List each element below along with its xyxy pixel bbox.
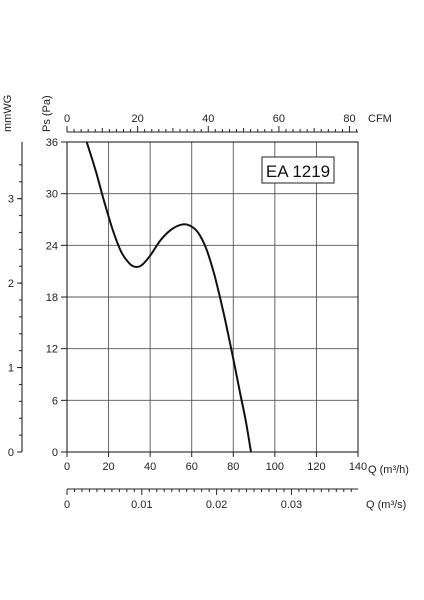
cfm-tick-label: 80 xyxy=(343,113,355,125)
cfm-tick-label: 0 xyxy=(64,113,70,125)
mmwg-axis-title: mmWG xyxy=(2,95,14,132)
pressure-tick-label: 24 xyxy=(46,240,58,252)
flow-m3h-tick-label: 60 xyxy=(186,461,198,473)
pressure-tick-label: 6 xyxy=(52,395,58,407)
fan-curve-line xyxy=(85,141,252,453)
mmwg-tick-label: 1 xyxy=(8,363,14,375)
flow-m3h-tick-label: 80 xyxy=(227,461,239,473)
model-label: EA 1219 xyxy=(266,162,330,181)
flow-m3h-axis-title: Q (m³/h) xyxy=(368,464,409,476)
flow-m3s-tick-label: 0 xyxy=(64,499,70,511)
cfm-tick-label: 60 xyxy=(273,113,285,125)
model-label-box xyxy=(261,156,335,184)
mmwg-tick-label: 0 xyxy=(8,447,14,459)
mmwg-tick-label: 2 xyxy=(8,278,14,290)
flow-m3h-tick-label: 100 xyxy=(266,461,284,473)
cfm-axis-title: CFM xyxy=(368,113,392,125)
flow-m3h-tick-label: 120 xyxy=(307,461,325,473)
flow-m3h-tick-label: 20 xyxy=(102,461,114,473)
pressure-tick-label: 18 xyxy=(46,292,58,304)
pressure-tick-label: 12 xyxy=(46,344,58,356)
pressure-tick-label: 36 xyxy=(46,137,58,149)
cfm-tick-label: 20 xyxy=(132,113,144,125)
flow-m3h-tick-label: 40 xyxy=(144,461,156,473)
flow-m3s-axis-title: Q (m³/s) xyxy=(366,499,406,511)
flow-m3s-tick-label: 0.03 xyxy=(281,499,302,511)
flow-m3s-tick-label: 0.01 xyxy=(131,499,152,511)
pressure-tick-label: 30 xyxy=(46,189,58,201)
cfm-tick-label: 40 xyxy=(202,113,214,125)
flow-m3h-tick-label: 140 xyxy=(349,461,367,473)
pressure-tick-label: 0 xyxy=(52,447,58,459)
pressure-axis-title: Ps (Pa) xyxy=(41,95,53,132)
mmwg-tick-label: 3 xyxy=(8,194,14,206)
flow-m3h-tick-label: 0 xyxy=(64,461,70,473)
flow-m3s-tick-label: 0.02 xyxy=(206,499,227,511)
